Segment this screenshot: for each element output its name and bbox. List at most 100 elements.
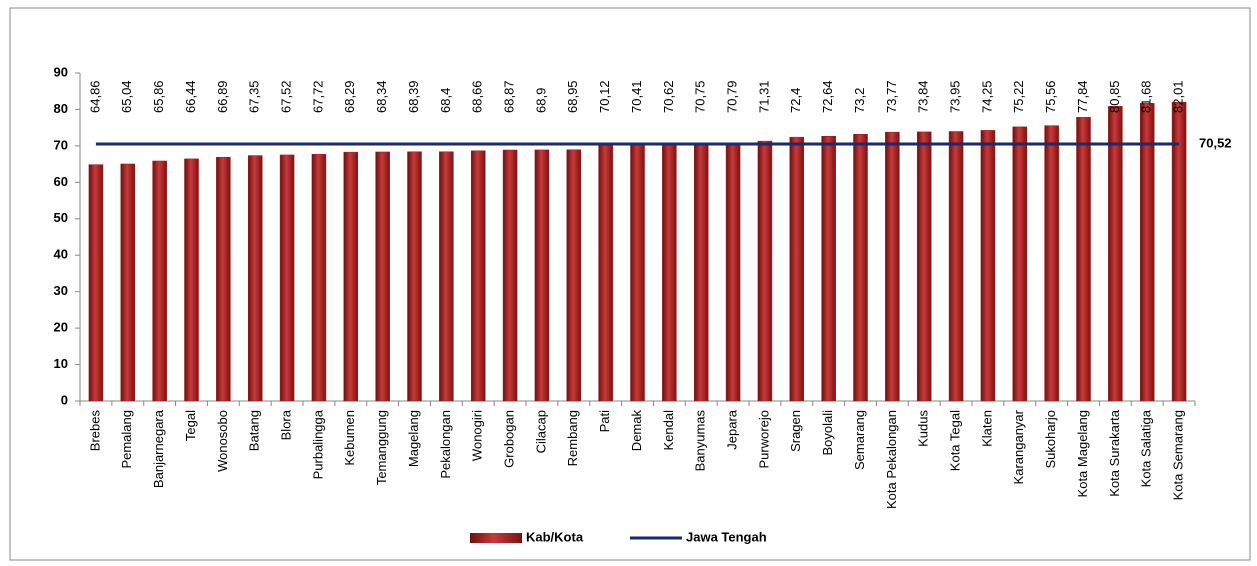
value-label: 68,95 <box>565 80 580 113</box>
x-tick-label: Banyumas <box>693 410 708 472</box>
value-label: 70,12 <box>597 80 612 113</box>
bar <box>757 140 773 402</box>
value-label: 66,44 <box>183 80 198 113</box>
bar <box>630 144 645 402</box>
value-label: 67,52 <box>279 80 294 113</box>
x-tick-label: Purbalingga <box>310 409 325 479</box>
x-tick-label: Sukoharjo <box>1043 410 1058 469</box>
bar <box>184 158 199 402</box>
y-tick-label: 50 <box>54 210 68 225</box>
x-tick-label: Kota Tegal <box>948 410 963 471</box>
value-label: 68,29 <box>342 80 357 113</box>
value-label: 70,62 <box>661 80 676 113</box>
value-label: 75,22 <box>1011 80 1026 113</box>
bar <box>980 130 996 402</box>
bar <box>885 131 900 402</box>
x-tick-label: Cilacap <box>533 410 548 453</box>
x-tick-label: Kendal <box>661 410 676 451</box>
x-tick-label: Rembang <box>565 410 580 466</box>
value-label: 80,85 <box>1107 80 1122 113</box>
x-tick-label: Demak <box>629 410 644 452</box>
value-label: 73,77 <box>884 80 899 113</box>
y-tick-label: 60 <box>54 174 68 189</box>
bar <box>470 150 486 402</box>
x-tick-label: Kota Semarang <box>1171 410 1186 500</box>
value-label: 68,39 <box>406 80 421 113</box>
value-label: 68,9 <box>533 88 548 113</box>
bar <box>152 160 167 402</box>
x-tick-label: Semarang <box>852 410 867 470</box>
bar <box>1012 126 1028 402</box>
legend-swatch <box>470 533 522 543</box>
reference-label: 70,52 <box>1199 135 1232 150</box>
value-label: 70,79 <box>725 80 740 113</box>
bar <box>311 153 327 402</box>
x-tick-label: Wonosobo <box>215 410 230 472</box>
bar <box>216 156 231 402</box>
x-tick-label: Grobogan <box>502 410 517 468</box>
x-tick-label: Kota Surakarta <box>1107 409 1122 496</box>
y-tick-label: 90 <box>54 64 68 79</box>
value-label: 70,41 <box>629 80 644 113</box>
x-tick-label: Sragen <box>788 410 803 452</box>
x-tick-label: Jepara <box>725 409 740 450</box>
x-tick-label: Wonogiri <box>470 410 485 461</box>
x-tick-label: Kudus <box>916 410 931 447</box>
x-tick-label: Boyolali <box>820 410 835 456</box>
bar <box>1044 125 1059 402</box>
bar <box>1139 103 1155 402</box>
x-tick-label: Purworejo <box>756 410 771 469</box>
bar <box>502 149 518 402</box>
value-label: 67,35 <box>247 80 262 113</box>
x-tick-label: Kota Pekalongan <box>884 410 899 509</box>
value-label: 70,75 <box>693 80 708 113</box>
value-label: 65,04 <box>119 80 134 113</box>
bar <box>439 151 454 402</box>
value-label: 71,31 <box>756 80 771 113</box>
y-tick-label: 70 <box>54 137 68 152</box>
value-label: 68,34 <box>374 80 389 113</box>
y-tick-label: 80 <box>54 101 68 116</box>
bar <box>279 154 295 402</box>
x-tick-label: Kota Salatiga <box>1139 409 1154 487</box>
x-tick-label: Pekalongan <box>438 410 453 479</box>
bar <box>853 133 868 402</box>
y-tick-label: 10 <box>54 356 68 371</box>
value-label: 72,64 <box>820 80 835 113</box>
bar <box>598 145 613 402</box>
bar <box>948 131 964 402</box>
x-tick-label: Magelang <box>406 410 421 467</box>
value-label: 74,25 <box>979 80 994 113</box>
x-tick-label: Kota Magelang <box>1075 410 1090 497</box>
y-tick-label: 0 <box>61 392 68 407</box>
bar <box>88 164 104 402</box>
value-label: 72,4 <box>788 88 803 113</box>
legend-label: Jawa Tengah <box>686 529 767 544</box>
bar <box>916 131 932 402</box>
value-label: 68,66 <box>470 80 485 113</box>
value-label: 73,84 <box>916 80 931 113</box>
bar <box>247 155 263 402</box>
x-tick-label: Brebes <box>87 410 102 452</box>
bar <box>1108 106 1123 402</box>
x-tick-label: Batang <box>247 410 262 451</box>
x-tick-label: Kebumen <box>342 410 357 466</box>
x-tick-label: Banjarnegara <box>151 409 166 488</box>
value-label: 73,95 <box>948 80 963 113</box>
value-label: 75,56 <box>1043 80 1058 113</box>
y-tick-label: 30 <box>54 283 68 298</box>
bar <box>821 136 836 402</box>
y-tick-label: 20 <box>54 320 68 335</box>
x-tick-label: Pati <box>597 410 612 433</box>
x-tick-label: Karanganyar <box>1011 409 1026 484</box>
bar <box>407 151 422 402</box>
value-label: 68,4 <box>438 88 453 113</box>
bar <box>789 136 805 402</box>
x-tick-label: Pemalang <box>119 410 134 469</box>
x-tick-label: Temanggung <box>374 410 389 485</box>
legend-label: Kab/Kota <box>526 529 584 544</box>
value-label: 67,72 <box>310 80 325 113</box>
bar <box>120 163 136 402</box>
y-tick-label: 40 <box>54 247 68 262</box>
